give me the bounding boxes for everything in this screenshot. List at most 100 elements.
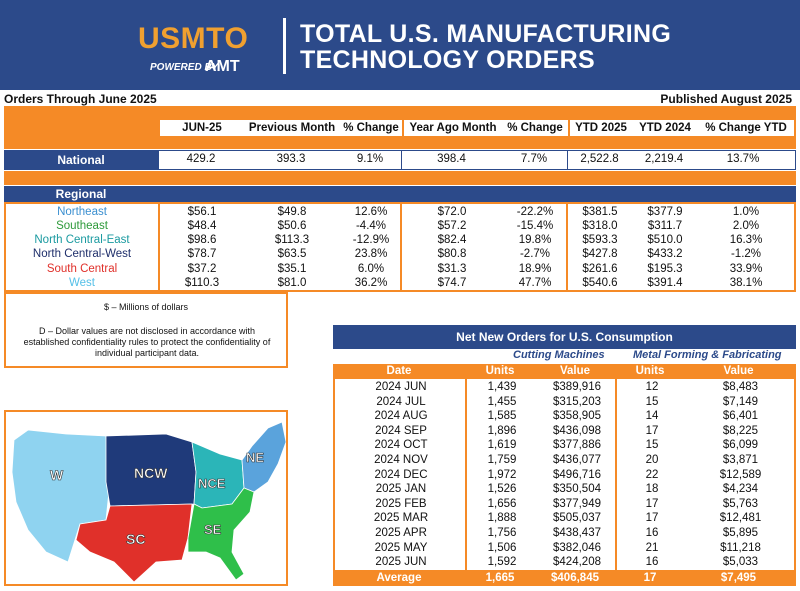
- map-label-w: W: [50, 467, 64, 483]
- nno-value: $7,149: [722, 395, 759, 408]
- nno-title-bar: [333, 325, 796, 349]
- regional-table: Northeast $56.1 $49.8 12.6% $72.0 -22.2% $381.…: [4, 202, 796, 292]
- nno-value: $377,886: [553, 439, 601, 452]
- region-value: 16.3%: [729, 234, 763, 247]
- nno-col-header: Units: [485, 365, 515, 377]
- nno-column-header: Date Units Value Units Value: [333, 364, 796, 379]
- map-label-nce: NCE: [198, 476, 226, 491]
- national-value: 7.7%: [520, 153, 548, 165]
- nno-value: $12,481: [719, 512, 762, 525]
- region-name: Southeast: [56, 219, 108, 232]
- region-value: $510.0: [647, 234, 683, 247]
- nno-col-header: Units: [635, 365, 665, 377]
- nno-value: 17: [645, 424, 659, 437]
- nno-date: 2024 DEC: [374, 468, 428, 481]
- nno-value: $350,504: [553, 483, 601, 496]
- region-value: $593.3: [582, 234, 618, 247]
- powered-by-label: POWERED BY: [150, 62, 219, 73]
- nno-value: 1,896: [487, 424, 517, 437]
- avg-value: 1,665: [485, 572, 515, 584]
- nno-value: 16: [645, 556, 659, 569]
- region-value: -22.2%: [516, 205, 554, 218]
- region-value: $110.3: [184, 277, 220, 289]
- nno-row: 2025 MAR 1,888 $505,037 17 $12,481: [335, 511, 794, 526]
- nno-value: $4,234: [722, 483, 759, 496]
- region-value: $57.2: [437, 219, 467, 232]
- nno-value: 20: [645, 454, 659, 466]
- regional-label: Regional: [55, 187, 107, 201]
- nno-value: $436,077: [553, 454, 601, 466]
- region-value: $81.0: [277, 277, 307, 289]
- region-name: North Central-East: [34, 234, 130, 247]
- region-value: $82.4: [437, 234, 467, 247]
- region-value: $78.7: [187, 248, 217, 261]
- region-value: $381.5: [582, 205, 618, 218]
- region-name: South Central: [46, 262, 118, 275]
- nno-date: 2024 JUN: [375, 381, 427, 393]
- avg-value: $406,845: [551, 572, 599, 584]
- nno-value: 1,526: [487, 483, 517, 496]
- col-header: YTD 2025: [568, 120, 632, 136]
- nno-value: 1,759: [487, 454, 517, 466]
- nno-value: 17: [645, 497, 659, 510]
- nno-value: 1,585: [487, 410, 517, 423]
- region-value: $31.3: [437, 262, 467, 275]
- notes-box: $ – Millions of dollars D – Dollar value…: [4, 292, 288, 368]
- region-value: 6.0%: [357, 262, 385, 275]
- nno-value: 12: [645, 381, 659, 393]
- col-header: YTD 2024: [639, 122, 691, 134]
- regional-row: North Central-East $98.6 $113.3 -12.9% $82.4…: [6, 233, 794, 247]
- regional-row: Southeast $48.4 $50.6 -4.4% $57.2 -15.4% $318.…: [6, 219, 794, 233]
- metal-forming-label: Metal Forming & Fabricating: [633, 349, 782, 361]
- nno-average-row: Average 1,665 $406,845 17 $7,495: [333, 570, 796, 586]
- nno-value: 18: [645, 483, 659, 496]
- nno-value: $8,225: [722, 424, 759, 437]
- region-value: -15.4%: [516, 219, 554, 232]
- nno-value: $496,716: [553, 468, 601, 481]
- nno-value: 1,656: [487, 497, 517, 510]
- nno-value: 17: [645, 512, 659, 525]
- nno-value: 16: [645, 527, 659, 539]
- region-value: $37.2: [187, 262, 217, 275]
- published-label: Published August 2025: [660, 92, 792, 106]
- national-values: 429.2 393.3 9.1% 398.4 7.7% 2,522.8 2,21…: [158, 150, 796, 170]
- col-header: JUN-25: [182, 122, 222, 134]
- region-value: $113.3: [274, 234, 310, 247]
- region-value: 38.1%: [729, 277, 763, 289]
- nno-value: $358,905: [553, 410, 601, 423]
- nno-value: 1,455: [487, 395, 517, 408]
- nno-date: 2025 APR: [375, 527, 427, 539]
- national-value: 13.7%: [726, 153, 760, 165]
- region-value: 19.8%: [518, 234, 552, 247]
- region-value: $63.5: [277, 248, 307, 261]
- amt-logo: AMT: [205, 58, 240, 75]
- nno-col-header: Value: [559, 365, 591, 377]
- col-header: % Change: [343, 122, 399, 134]
- nno-value: $424,208: [553, 556, 601, 569]
- nno-date: 2024 NOV: [374, 454, 428, 466]
- nno-row: 2025 FEB 1,656 $377,949 17 $5,763: [335, 497, 794, 512]
- region-value: -4.4%: [355, 219, 387, 232]
- separator-band: [4, 171, 796, 185]
- units-note: $ – Millions of dollars: [103, 302, 189, 312]
- nno-value: $438,437: [553, 527, 601, 539]
- national-value: 9.1%: [356, 153, 384, 165]
- nno-col-header: Value: [723, 365, 754, 377]
- nno-date: 2024 JUL: [376, 395, 426, 408]
- nno-date: 2024 OCT: [374, 439, 428, 452]
- regional-header-band: [4, 186, 796, 202]
- region-value: $74.7: [437, 277, 467, 289]
- national-value: 429.2: [186, 153, 216, 165]
- map-region-se: [187, 487, 255, 581]
- region-value: $433.2: [647, 248, 683, 261]
- nno-value: 1,888: [487, 512, 517, 525]
- region-value: 33.9%: [729, 262, 763, 275]
- region-value: 47.7%: [518, 277, 552, 289]
- nno-row: 2024 AUG 1,585 $358,905 14 $6,401: [335, 409, 794, 424]
- region-value: $195.3: [647, 262, 683, 275]
- nno-value: $8,483: [722, 381, 759, 393]
- nno-value: 15: [645, 395, 659, 408]
- region-name: Northeast: [57, 205, 107, 218]
- header-banner: [0, 0, 800, 90]
- region-value: $50.6: [277, 219, 307, 232]
